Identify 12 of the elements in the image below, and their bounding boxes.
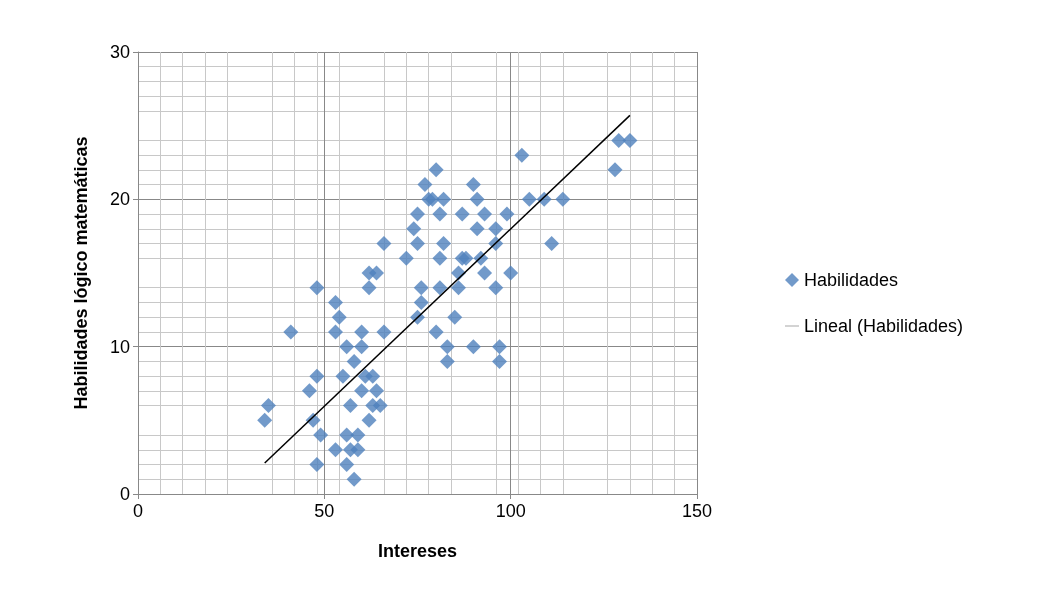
y-tick-label: 30 [109,42,130,62]
x-tick-label: 150 [681,501,713,521]
y-tick-label: 20 [109,189,130,210]
x-axis-title: Intereses [377,541,458,561]
x-tick-label: 50 [314,501,335,521]
y-tick-label: 0 [119,484,130,504]
x-tick-label: 100 [495,501,526,521]
legend-label: Lineal (Habilidades) [804,316,964,336]
y-axis-title: Habilidades lógico matemáticas [71,136,91,410]
x-tick-label: 0 [132,501,144,521]
y-tick-label: 10 [109,336,130,357]
legend-label: Habilidades [804,270,899,290]
